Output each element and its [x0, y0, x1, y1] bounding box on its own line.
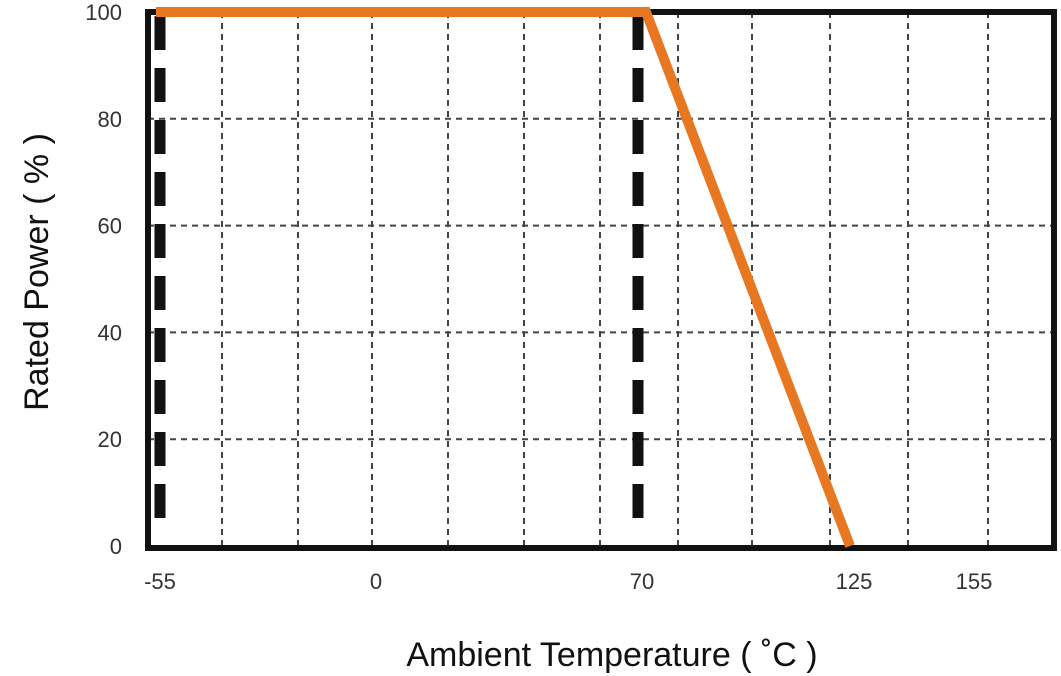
x-tick-label-1: 0 [370, 569, 382, 594]
y-tick-label-4: 80 [98, 107, 122, 132]
x-tick-labels: -55 0 70 125 155 [144, 569, 992, 594]
y-tick-label-3: 60 [98, 214, 122, 239]
y-tick-labels: 0 20 40 60 80 100 [85, 0, 122, 559]
y-tick-label-0: 0 [110, 534, 122, 559]
series-group [156, 7, 855, 548]
y-tick-label-5: 100 [85, 0, 122, 25]
x-tick-label-4: 155 [956, 569, 993, 594]
x-tick-label-0: -55 [144, 569, 176, 594]
x-axis-title: Ambient Temperature ( ˚C ) [406, 636, 817, 674]
y-tick-label-2: 40 [98, 320, 122, 345]
series-line-0 [156, 7, 855, 548]
grid [148, 12, 1054, 546]
x-tick-label-3: 125 [836, 569, 873, 594]
reference-lines [154, 16, 644, 526]
y-tick-label-1: 20 [98, 427, 122, 452]
y-axis-title: Rated Power ( % ) [18, 133, 56, 411]
x-tick-label-2: 70 [630, 569, 654, 594]
